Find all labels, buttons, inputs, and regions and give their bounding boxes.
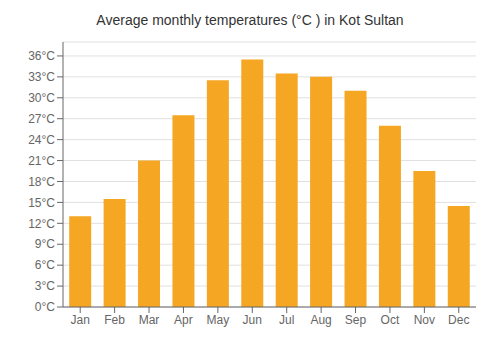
svg-text:Sep: Sep [345, 313, 367, 327]
svg-text:33°C: 33°C [28, 70, 55, 84]
svg-text:6°C: 6°C [35, 258, 55, 272]
svg-text:18°C: 18°C [28, 175, 55, 189]
svg-text:3°C: 3°C [35, 279, 55, 293]
svg-text:Feb: Feb [104, 313, 125, 327]
svg-text:12°C: 12°C [28, 217, 55, 231]
svg-text:Dec: Dec [448, 313, 469, 327]
svg-text:24°C: 24°C [28, 133, 55, 147]
svg-text:Jun: Jun [243, 313, 262, 327]
svg-text:9°C: 9°C [35, 237, 55, 251]
svg-text:Aug: Aug [310, 313, 331, 327]
svg-text:Mar: Mar [139, 313, 160, 327]
svg-text:Jan: Jan [71, 313, 90, 327]
svg-text:Oct: Oct [381, 313, 400, 327]
svg-text:Jul: Jul [279, 313, 294, 327]
svg-text:21°C: 21°C [28, 154, 55, 168]
svg-text:30°C: 30°C [28, 91, 55, 105]
svg-text:Apr: Apr [174, 313, 193, 327]
svg-text:15°C: 15°C [28, 196, 55, 210]
svg-text:0°C: 0°C [35, 300, 55, 314]
svg-text:36°C: 36°C [28, 49, 55, 63]
html-text:Average monthly temperatures (: Average monthly temperatures (°C ) in Ko… [96, 12, 404, 28]
svg-text:27°C: 27°C [28, 112, 55, 126]
svg-text:May: May [207, 313, 230, 327]
svg-text:Nov: Nov [414, 313, 435, 327]
